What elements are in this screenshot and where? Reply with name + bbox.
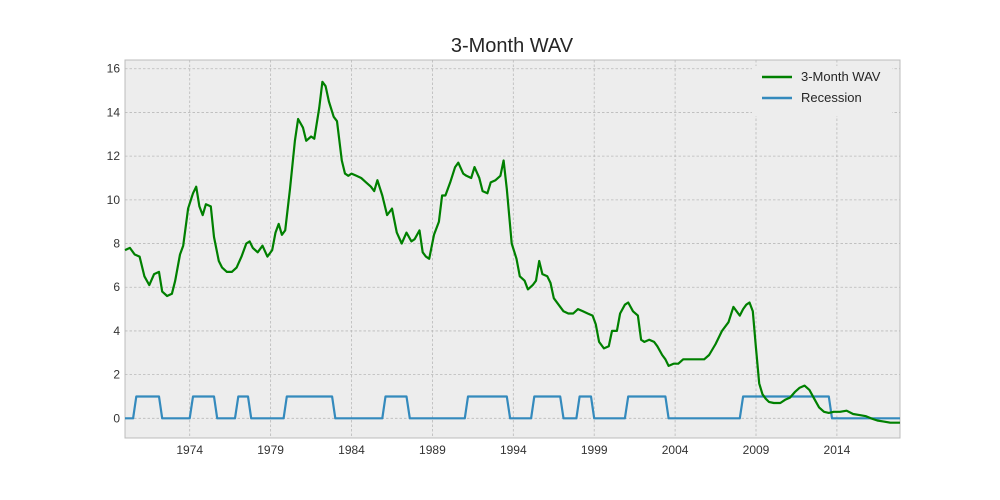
y-tick-label: 8 xyxy=(113,237,120,251)
y-tick-label: 12 xyxy=(107,149,121,163)
y-tick-label: 0 xyxy=(113,411,120,425)
series-lines xyxy=(124,80,900,424)
x-tick-label: 1984 xyxy=(338,443,365,457)
y-tick-label: 14 xyxy=(107,105,121,119)
legend-label-wav: 3-Month WAV xyxy=(801,69,881,84)
y-tick-label: 10 xyxy=(107,193,121,207)
x-tick-label: 1994 xyxy=(500,443,527,457)
legend-box xyxy=(752,66,892,116)
y-tick-label: 16 xyxy=(107,62,121,76)
axes: 1974 1979 1984 1989 1994 1999 2004 2009 2014 0 2 4 6… xyxy=(107,62,851,457)
y-tick-label: 6 xyxy=(113,280,120,294)
legend: 3-Month WAV Recession xyxy=(752,66,892,116)
x-tick-label: 2009 xyxy=(743,443,770,457)
x-tick-label: 1989 xyxy=(419,443,446,457)
series-line-wav xyxy=(124,80,900,424)
x-tick-label: 1999 xyxy=(581,443,608,457)
legend-label-recession: Recession xyxy=(801,90,862,105)
chart-title: 3-Month WAV xyxy=(451,35,574,57)
x-tick-label: 2014 xyxy=(824,443,851,457)
x-tick-label: 1979 xyxy=(257,443,284,457)
x-tick-label: 2004 xyxy=(662,443,689,457)
series-line-recession xyxy=(125,395,900,420)
x-tick-label: 1974 xyxy=(176,443,203,457)
y-tick-label: 4 xyxy=(113,324,120,338)
y-tick-label: 2 xyxy=(113,368,120,382)
